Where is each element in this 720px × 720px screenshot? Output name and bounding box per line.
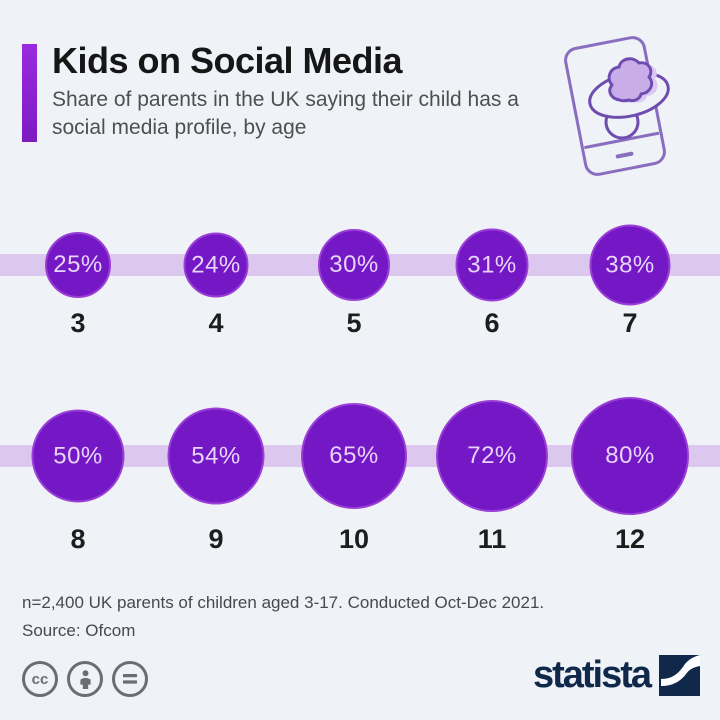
age-tick-label: 11 xyxy=(477,524,507,554)
age-tick-label: 5 xyxy=(346,308,362,338)
age-tick-label: 4 xyxy=(208,308,224,338)
bubble-cell: 72% 11 xyxy=(423,396,561,558)
bubble-cell: 31% 6 xyxy=(423,205,561,355)
statista-wordmark: statista xyxy=(532,654,652,696)
bubble-value-label: 24% xyxy=(191,251,241,278)
chart-subtitle: Share of parents in the UK saying their … xyxy=(52,88,519,139)
bubble-row-ages-8-12: 50% 8 54% 9 65% 10 72% 11 80% 12 xyxy=(9,396,699,558)
bubble-value-label: 80% xyxy=(605,442,655,469)
bubble-cell: 38% 7 xyxy=(561,205,699,355)
bubble-cell: 25% 3 xyxy=(9,205,147,355)
bubble-value-label: 25% xyxy=(53,251,103,278)
sample-note: n=2,400 UK parents of children aged 3-17… xyxy=(22,593,545,612)
age-tick-label: 8 xyxy=(70,524,86,554)
bubble-age-9: 54% xyxy=(167,407,265,505)
bubble-value-label: 38% xyxy=(605,251,655,278)
bubble-value-label: 65% xyxy=(329,442,379,469)
bubble-age-4: 24% xyxy=(183,232,249,298)
bubble-age-12: 80% xyxy=(571,397,689,515)
bubble-row-ages-3-7: 25% 3 24% 4 30% 5 31% 6 38% 7 xyxy=(9,205,699,355)
age-tick-label: 10 xyxy=(338,524,370,554)
bubble-value-label: 54% xyxy=(191,442,241,469)
footnotes: n=2,400 UK parents of children aged 3-17… xyxy=(22,589,544,645)
bubble-cell: 30% 5 xyxy=(285,205,423,355)
cc-icon[interactable]: cc xyxy=(22,661,58,697)
attribution-person-icon[interactable] xyxy=(67,661,103,697)
bubble-value-label: 30% xyxy=(329,251,379,278)
bubble-age-6: 31% xyxy=(455,228,529,302)
statista-logo[interactable]: statista xyxy=(533,655,700,696)
bubble-value-label: 72% xyxy=(467,442,517,469)
age-tick-label: 9 xyxy=(208,524,224,554)
bubble-age-11: 72% xyxy=(436,400,548,512)
statista-square-icon xyxy=(659,655,700,696)
bubble-value-label: 31% xyxy=(467,251,517,278)
bubble-cell: 80% 12 xyxy=(561,396,699,558)
phone-pacifier-illustration xyxy=(564,36,670,176)
creative-commons-license[interactable]: cc xyxy=(22,661,148,697)
age-tick-label: 3 xyxy=(70,308,86,338)
age-tick-label: 12 xyxy=(614,524,646,554)
age-tick-label: 6 xyxy=(484,308,500,338)
source-note: Source: Ofcom xyxy=(22,621,136,640)
bubble-cell: 50% 8 xyxy=(9,396,147,558)
age-tick-label: 7 xyxy=(622,308,638,338)
bubble-age-7: 38% xyxy=(589,224,671,306)
page-title: Kids on Social Media xyxy=(52,40,403,81)
bubble-cell: 54% 9 xyxy=(147,396,285,558)
no-derivatives-equals-icon[interactable] xyxy=(112,661,148,697)
bubble-cell: 65% 10 xyxy=(285,396,423,558)
bubble-age-10: 65% xyxy=(301,403,407,509)
bubble-age-3: 25% xyxy=(45,232,111,298)
bubble-cell: 24% 4 xyxy=(147,205,285,355)
bubble-age-5: 30% xyxy=(318,229,390,301)
bubble-value-label: 50% xyxy=(53,442,103,469)
bubble-age-8: 50% xyxy=(31,409,125,503)
title-accent-bar xyxy=(22,44,37,142)
